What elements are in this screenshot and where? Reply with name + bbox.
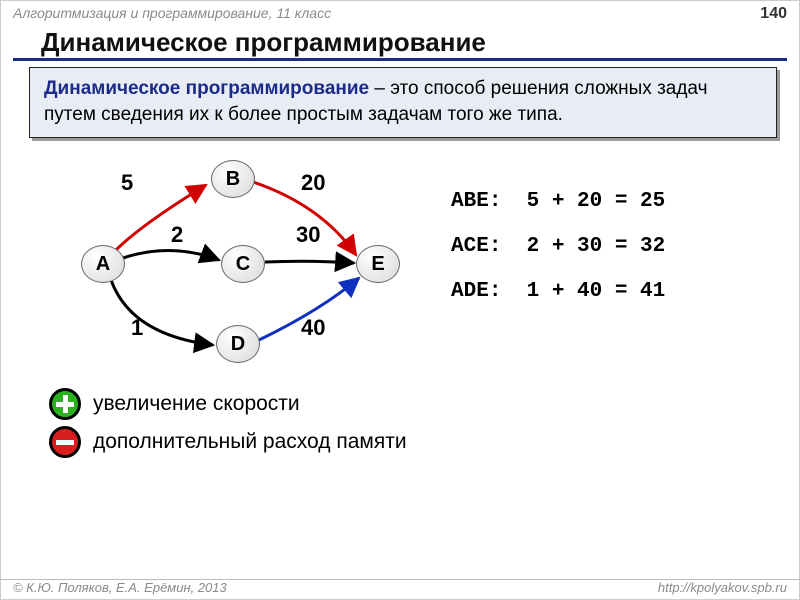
node-label: A [96, 253, 110, 276]
node-label: D [231, 333, 245, 356]
legend: увеличение скорости дополнительный расхо… [49, 388, 799, 458]
legend-label: увеличение скорости [93, 392, 300, 416]
page-title: Динамическое программирование [13, 25, 787, 61]
legend-row-plus: увеличение скорости [49, 388, 799, 420]
legend-label: дополнительный расход памяти [93, 430, 407, 454]
minus-icon [49, 426, 81, 458]
node-label: C [236, 253, 250, 276]
path-calc: ACE: 2 + 30 = 32 [451, 235, 665, 258]
course-label: Алгоритмизация и программирование, 11 кл… [13, 5, 331, 23]
graph-diagram: A B C D E 5 2 1 20 30 40 ABE: 5 + 20 = 2… [21, 150, 781, 380]
footer-copyright: © К.Ю. Поляков, Е.А. Ерёмин, 2013 [13, 580, 227, 595]
page-number: 140 [760, 5, 787, 23]
definition-term: Динамическое программирование [44, 78, 369, 99]
edge-weight: 30 [296, 222, 320, 248]
footer: © К.Ю. Поляков, Е.А. Ерёмин, 2013 http:/… [1, 579, 799, 595]
path-calc: ABE: 5 + 20 = 25 [451, 190, 665, 213]
plus-icon [49, 388, 81, 420]
edge-weight: 40 [301, 315, 325, 341]
node-label: B [226, 168, 240, 191]
edge-weight: 1 [131, 315, 143, 341]
edge-weight: 20 [301, 170, 325, 196]
node-label: E [371, 253, 384, 276]
path-calc: ADE: 1 + 40 = 41 [451, 280, 665, 303]
edge-weight: 2 [171, 222, 183, 248]
footer-url: http://kpolyakov.spb.ru [658, 580, 787, 595]
legend-row-minus: дополнительный расход памяти [49, 426, 799, 458]
graph-edges [21, 150, 781, 380]
header-bar: Алгоритмизация и программирование, 11 кл… [1, 1, 799, 25]
definition-box: Динамическое программирование – это спос… [29, 67, 777, 138]
edge-weight: 5 [121, 170, 133, 196]
